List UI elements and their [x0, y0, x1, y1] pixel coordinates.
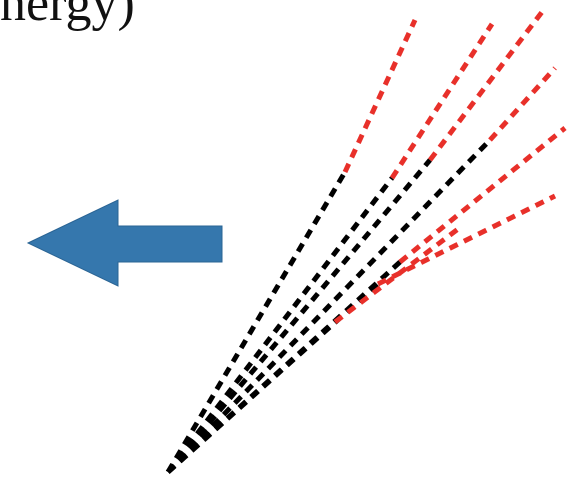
diagram: nergy) [0, 0, 575, 478]
line-red [392, 24, 492, 178]
line-black [168, 172, 345, 472]
page: nergy) (() => { const data = JSON.parse(… [0, 0, 575, 478]
line-red [430, 8, 545, 160]
jet-fan [168, 8, 565, 472]
line-black [168, 262, 400, 472]
left-arrow [28, 200, 222, 286]
line-red [345, 20, 415, 172]
line-black [168, 178, 392, 472]
line-black [168, 160, 430, 472]
line-black [168, 322, 335, 472]
line-black [168, 284, 378, 472]
cropped-title: nergy) [0, 0, 135, 32]
line-red [490, 68, 555, 140]
line-black [168, 140, 490, 472]
